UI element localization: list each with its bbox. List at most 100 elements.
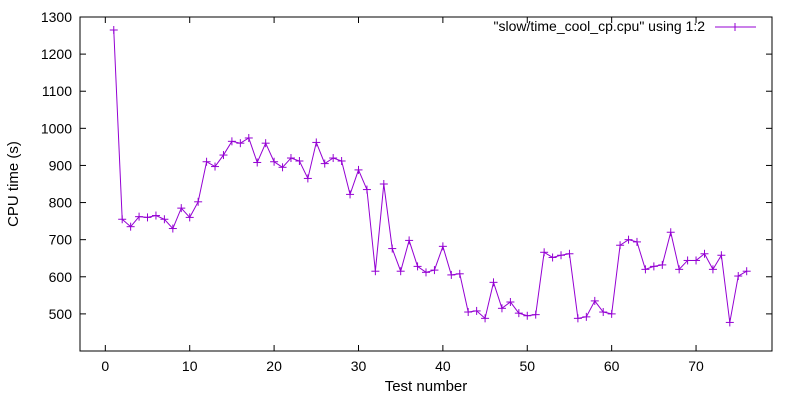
legend-marker	[731, 23, 739, 31]
data-point	[303, 174, 312, 183]
data-point	[675, 265, 684, 274]
data-point	[337, 156, 346, 165]
data-point	[607, 309, 616, 318]
data-point	[472, 306, 481, 315]
data-point	[194, 197, 203, 206]
data-point	[168, 224, 177, 233]
data-point	[227, 137, 236, 146]
data-point	[641, 265, 650, 274]
axis-ticks	[80, 16, 772, 351]
data-point	[624, 235, 633, 244]
y-tick-label: 600	[49, 269, 73, 285]
data-point	[160, 215, 169, 224]
x-tick-label: 30	[351, 358, 367, 374]
data-point	[362, 185, 371, 194]
data-point	[523, 311, 532, 320]
data-point	[692, 256, 701, 265]
data-point	[481, 314, 490, 323]
data-point	[742, 267, 751, 276]
y-tick-label: 700	[49, 232, 73, 248]
series-line	[113, 29, 747, 323]
data-point	[312, 138, 321, 147]
data-point	[236, 139, 245, 148]
x-tick-labels: 0 10 20 30 40 50 60 70	[101, 358, 704, 374]
y-tick-label: 800	[49, 195, 73, 211]
data-point	[211, 162, 220, 171]
data-point	[447, 270, 456, 279]
data-point	[557, 251, 566, 260]
data-point	[700, 249, 709, 258]
data-point	[506, 298, 515, 307]
x-tick-label: 50	[519, 358, 535, 374]
data-point	[261, 139, 270, 148]
data-point	[666, 228, 675, 237]
data-point	[346, 190, 355, 199]
data-point	[489, 278, 498, 287]
data-point	[109, 25, 118, 34]
data-point	[590, 296, 599, 305]
data-point	[185, 213, 194, 222]
data-point	[438, 242, 447, 251]
data-point	[573, 314, 582, 323]
data-point	[371, 267, 380, 276]
data-point	[734, 272, 743, 281]
data-point	[278, 163, 287, 172]
data-point	[540, 248, 549, 257]
data-point	[379, 180, 388, 188]
data-point	[455, 269, 464, 278]
data-point	[244, 133, 253, 142]
data-point	[135, 212, 144, 221]
data-point	[422, 268, 430, 277]
data-point	[354, 165, 363, 174]
data-point	[658, 260, 667, 269]
y-tick-label: 1000	[41, 120, 72, 136]
x-tick-label: 0	[101, 358, 109, 374]
data-point	[151, 211, 160, 220]
y-tick-label: 900	[49, 157, 73, 173]
data-point	[683, 256, 692, 265]
x-tick-label: 60	[604, 358, 620, 374]
data-point	[548, 253, 557, 262]
data-point	[708, 265, 717, 274]
data-point	[599, 308, 608, 317]
x-tick-label: 10	[182, 358, 198, 374]
y-axis-label: CPU time (s)	[5, 141, 22, 227]
x-tick-label: 70	[688, 358, 704, 374]
data-point	[202, 157, 211, 166]
data-point	[388, 244, 397, 253]
y-tick-label: 500	[49, 306, 73, 322]
y-tick-label: 1100	[42, 83, 72, 99]
data-point	[329, 154, 338, 163]
data-point	[253, 158, 262, 167]
data-point	[286, 154, 295, 163]
data-point	[565, 249, 574, 258]
x-tick-label: 20	[266, 358, 282, 374]
y-tick-label: 1300	[41, 9, 72, 25]
series-layer	[109, 25, 751, 327]
legend: "slow/time_cool_cp.cpu" using 1:2	[494, 18, 756, 34]
data-point	[497, 304, 506, 313]
data-point	[126, 222, 135, 231]
x-tick-label: 40	[435, 358, 451, 374]
data-point	[143, 213, 152, 222]
data-point	[219, 151, 228, 160]
y-tick-labels: 500 600 700 800 900 1000 1100 1200 1300	[41, 9, 72, 322]
data-point	[295, 156, 304, 165]
data-point	[514, 309, 523, 318]
data-point	[531, 310, 540, 319]
plot-frame	[79, 16, 773, 352]
y-tick-label: 1200	[41, 46, 72, 62]
data-point	[616, 241, 625, 250]
data-point	[430, 266, 439, 275]
data-point	[118, 215, 127, 224]
data-point	[582, 312, 591, 321]
data-point	[413, 262, 422, 271]
data-point	[270, 157, 279, 166]
data-point	[396, 267, 405, 276]
data-point	[464, 308, 473, 317]
data-point	[320, 159, 329, 168]
legend-label: "slow/time_cool_cp.cpu" using 1:2	[494, 18, 706, 34]
data-point	[717, 251, 726, 260]
data-point	[649, 262, 658, 271]
